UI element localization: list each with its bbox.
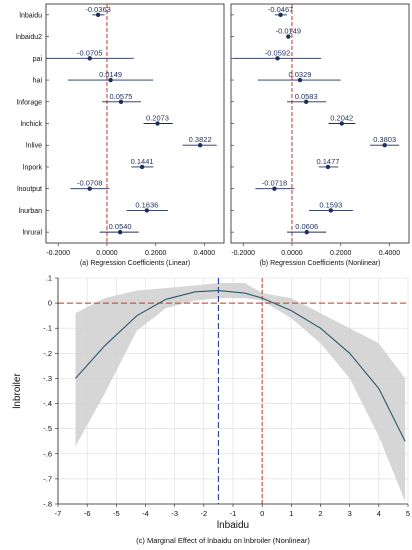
panel-c-x-tick-label: -2	[200, 509, 207, 518]
panel-a-estimate-point	[197, 143, 203, 148]
panel-b-estimate-label: 0.0583	[295, 92, 318, 101]
panel-c-y-tick-label: -.8	[43, 500, 52, 509]
panel-a-estimate-point	[139, 164, 145, 170]
panel-a-estimate-point	[87, 56, 92, 61]
panel-b-estimate-label: 0.3803	[373, 135, 396, 144]
panel-c-x-tick-label: 3	[348, 509, 352, 518]
panel-b-estimate-label: -0.0467	[268, 5, 293, 14]
panel-c-caption: (c) Marginal Effect of lnbaidu on lnbroi…	[136, 536, 310, 545]
panel-c-x-tick-label: -5	[113, 509, 120, 518]
panel-a-estimate-label: -0.0705	[77, 48, 102, 57]
panel-c-y-tick-label: 0	[48, 299, 52, 308]
panel-b-estimate-point	[304, 229, 309, 235]
panel-b-x-tick-label: 0.0000	[281, 250, 303, 257]
panel-c-x-axis-title: lnbaidu	[217, 520, 249, 531]
panel-c-x-tick-label: -4	[142, 509, 149, 518]
panel-c-confidence-band	[75, 283, 406, 502]
panel-a-estimate-label: 0.0575	[110, 92, 133, 101]
panel-a-category-label: pai	[33, 56, 43, 63]
panel-a-category-label: hai	[33, 78, 43, 85]
panel-c-y-tick-label: .1	[46, 274, 52, 283]
panel-c-x-tick-label: 4	[377, 509, 381, 518]
panel-b-estimate-point	[382, 143, 387, 148]
panel-c-y-axis-title: lnbroiler	[12, 373, 23, 409]
panel-a-estimate-point	[108, 77, 113, 83]
panel-c-y-tick-label: -.6	[43, 449, 52, 458]
panel-a-category-label: lnlive	[26, 143, 42, 150]
panel-a-coefficient-plot: lnbaidu -0.0363 lnbaidu2 pai -0.0705 hai 0.014…	[16, 3, 225, 267]
panel-a-x-tick-label: 0.0000	[96, 250, 118, 257]
panel-b-estimate-label: 0.1477	[316, 157, 339, 166]
panel-a-estimate-point	[118, 99, 124, 104]
panel-b-estimate-point	[275, 56, 280, 61]
panel-b-estimate-point	[339, 121, 344, 126]
panel-b-estimate-point	[303, 99, 309, 104]
panel-c-marginal-effect-line	[75, 290, 406, 442]
panel-c-x-tick-label: 5	[406, 509, 410, 518]
panel-a-category-label: lnforage	[17, 99, 42, 106]
panel-a-category-label: lnrural	[23, 230, 43, 237]
panel-b-estimate-label: -0.0592	[265, 48, 290, 57]
panel-b-estimate-point	[272, 186, 277, 191]
panel-b-estimate-label: 0.2042	[330, 114, 353, 123]
panel-a-category-label: lnoutput	[17, 186, 42, 193]
panel-a-x-tick-label: 0.2000	[145, 250, 167, 257]
panel-a-estimate-label: 0.2073	[146, 114, 169, 123]
panel-a-x-tick-label: 0.4000	[194, 250, 216, 257]
panel-c-x-tick-label: 1	[289, 509, 293, 518]
panel-b-estimate-point	[278, 12, 283, 18]
panel-a-estimate-point	[117, 229, 123, 235]
panel-b-estimate-label: 0.0606	[295, 222, 318, 231]
panel-a-estimate-label: 0.1441	[131, 157, 154, 166]
panel-c-y-tick-label: -.7	[43, 474, 52, 483]
panel-b-x-tick-label: 0.4000	[379, 250, 401, 257]
panel-a-estimate-point	[155, 121, 160, 126]
panel-a-estimate-label: 0.0540	[109, 222, 132, 231]
panel-b-estimate-label: 0.1593	[319, 200, 342, 209]
panel-c-y-tick-label: -.3	[43, 374, 52, 383]
panel-a-estimate-label: 0.3822	[189, 135, 212, 144]
panel-b-x-tick-label: 0.2000	[330, 250, 352, 257]
panel-a-category-label: lnpork	[23, 164, 43, 171]
panel-a-estimate-point	[144, 208, 150, 213]
panel-a-category-label: lnbaidu2	[16, 34, 43, 41]
panel-a-estimate-label: 0.1636	[135, 200, 158, 209]
panel-a-estimate-label: -0.0708	[77, 179, 102, 188]
panel-a-x-tick-label: -0.2000	[46, 250, 70, 257]
panel-c-x-tick-label: 2	[318, 509, 322, 518]
panel-a-category-label: lnurban	[19, 208, 42, 215]
panel-b-estimate-label: -0.0718	[262, 179, 287, 188]
panel-a-panel-caption: (a) Regression Coefficients (Linear)	[80, 260, 190, 267]
panel-c-x-tick-label: -7	[55, 509, 62, 518]
panel-a-estimate-label: 0.0149	[99, 70, 122, 79]
panel-b-estimate-label: -0.0149	[276, 27, 301, 36]
panel-b-estimate-point	[286, 34, 291, 39]
panel-b-estimate-point	[325, 164, 331, 170]
panel-c-y-tick-label: -.5	[43, 424, 52, 433]
panel-b-estimate-point	[328, 208, 334, 213]
panel-c-y-tick-label: -.1	[43, 324, 52, 333]
panel-c-y-tick-label: -.2	[43, 349, 52, 358]
panel-a-category-label: lnchick	[21, 121, 43, 128]
panel-c-x-tick-label: 0	[260, 509, 264, 518]
panel-a-category-label: lnbaidu	[19, 12, 42, 19]
panel-b-estimate-point	[297, 77, 303, 83]
panel-c-x-tick-label: -1	[230, 509, 237, 518]
panel-c-y-tick-label: -.4	[43, 399, 52, 408]
panel-c-marginal-effect-plot: .1 0 -.1 -.2 -.3 -.4 -.5 -.6 -.7 -.8-7 -6 -5 -4 -3 -2 -…	[12, 274, 410, 546]
panel-b-x-tick-label: -0.2000	[231, 250, 255, 257]
panel-a-estimate-point	[87, 186, 92, 191]
panel-b-panel-caption: (b) Regression Coefficients (Nonlinear)	[260, 260, 381, 267]
panel-b-coefficient-plot: -0.0467 -0.0149 -0.0592 0.0329 0.0583 0.2042 0…	[230, 3, 410, 267]
panel-c-x-tick-label: -6	[84, 509, 91, 518]
panel-a-estimate-point	[95, 12, 101, 18]
panel-a-estimate-label: -0.0363	[85, 5, 110, 14]
panel-b-estimate-label: 0.0329	[289, 70, 312, 79]
panel-c-x-tick-label: -3	[171, 509, 178, 518]
